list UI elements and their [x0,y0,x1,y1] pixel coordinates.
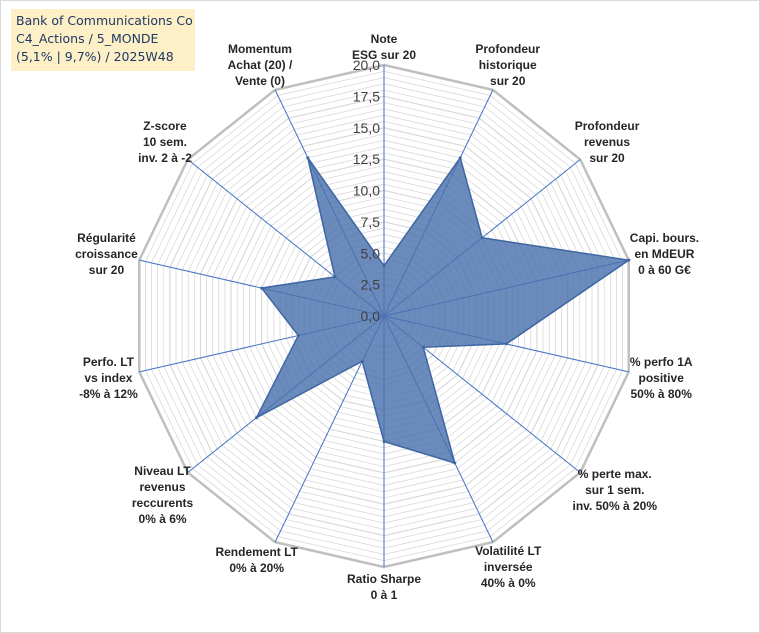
company-name: Bank of Communications Co [16,13,193,28]
axis-label: Profondeur historique sur 20 [475,41,541,88]
axis-label: % perte max. sur 1 sem. inv. 50% à 20% [572,466,658,513]
axis-label: Perfo. LT vs index -8% à 12% [79,355,138,402]
tick-label: 0,0 [361,308,381,324]
tick-label: 15,0 [353,120,380,136]
axis-label: Profondeur revenus sur 20 [574,119,640,166]
tick-label: 5,0 [361,245,381,261]
axis-label: Note ESG sur 20 [352,32,417,62]
axis-label: Ratio Sharpe 0 à 1 [347,572,422,602]
portfolio-category: C4_Actions / 5_MONDE [16,31,159,46]
data-point [260,286,264,290]
data-point [382,264,386,268]
tick-label: 7,5 [361,214,381,230]
axis-label: Z-score 10 sem. inv. 2 à -2 [138,119,192,166]
data-point [296,334,300,338]
data-point [306,156,310,160]
data-point [480,236,484,240]
data-point [254,416,258,420]
axis-label: Volatilité LT inversée 40% à 0% [475,544,542,591]
axis-label: Niveau LT revenus reccurents 0% à 6% [131,463,194,526]
performance-week: (5,1% | 9,7%) / 2025W48 [16,49,174,64]
axis-label: % perfo 1A positive 50% à 80% [629,355,693,402]
data-point [360,359,364,363]
tick-label: 2,5 [361,277,381,293]
tick-label: 20,0 [353,57,380,73]
axis-label: Rendement LT 0% à 20% [215,545,298,576]
data-point [333,275,337,279]
data-point [421,345,425,349]
data-point [504,342,508,346]
data-point [458,156,462,160]
data-point [453,461,457,465]
data-point [382,440,386,443]
tick-label: 12,5 [353,151,380,167]
data-point [627,258,631,262]
axis-label: Capi. bours. en MdEUR 0 à 60 G€ [629,230,700,277]
tick-label: 17,5 [353,88,380,104]
tick-label: 10,0 [353,183,380,199]
axis-label: Momentum Achat (20) / Vente (0) [227,41,293,88]
axis-label: Régularité croissance sur 20 [75,230,138,277]
info-box: Bank of Communications Co C4_Actions / 5… [11,9,195,71]
